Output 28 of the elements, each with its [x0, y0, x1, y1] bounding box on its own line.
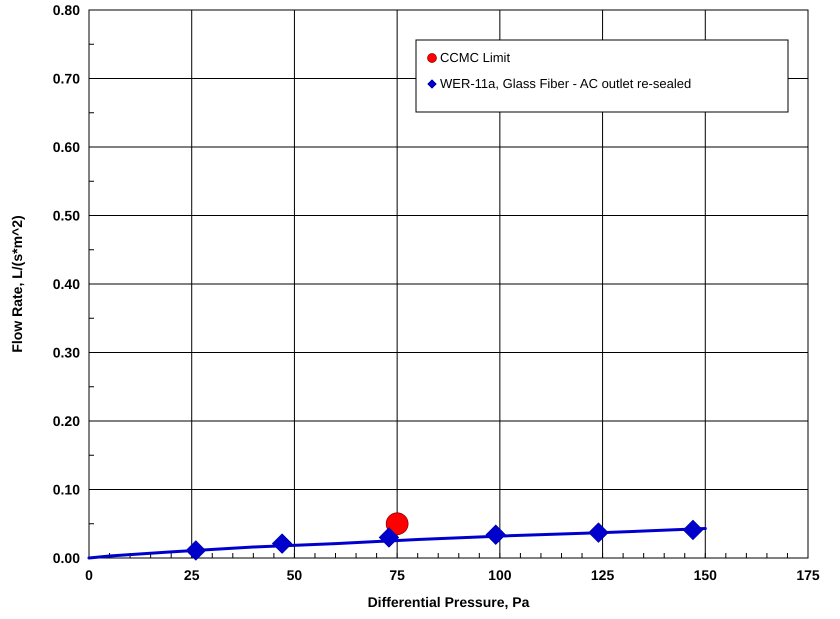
- x-axis-title: Differential Pressure, Pa: [368, 594, 530, 610]
- x-tick-label: 50: [286, 567, 302, 583]
- x-tick-label: 0: [85, 567, 94, 583]
- point: [386, 512, 408, 536]
- y-tick-label: 0.20: [52, 413, 80, 429]
- legend-label: WER-11a, Glass Fiber - AC outlet re-sealed: [440, 76, 692, 91]
- x-tick-label: 100: [488, 567, 512, 583]
- legend-label: CCMC Limit: [440, 50, 510, 65]
- y-tick-label: 0.70: [52, 70, 80, 86]
- y-tick-label: 0.00: [52, 550, 80, 566]
- x-tick-label: 175: [796, 567, 820, 583]
- y-tick-label: 0.30: [52, 344, 80, 360]
- point: [682, 520, 704, 540]
- point: [486, 524, 506, 545]
- x-tick-label: 75: [389, 567, 406, 583]
- y-axis-title: Flow Rate, L/(s*m^2): [9, 215, 25, 353]
- point: [378, 527, 400, 548]
- y-tick-label: 0.60: [52, 139, 80, 155]
- x-tick-label: 25: [184, 567, 200, 583]
- y-tick-label: 0.10: [52, 482, 80, 498]
- point: [186, 540, 206, 561]
- point: [588, 522, 609, 543]
- y-tick-label: 0.80: [52, 2, 80, 18]
- x-tick-label: 150: [694, 567, 718, 583]
- y-tick-label: 0.40: [52, 276, 80, 292]
- y-tick-label: 0.50: [52, 208, 80, 224]
- x-tick-label: 125: [590, 567, 614, 583]
- point: [272, 533, 292, 554]
